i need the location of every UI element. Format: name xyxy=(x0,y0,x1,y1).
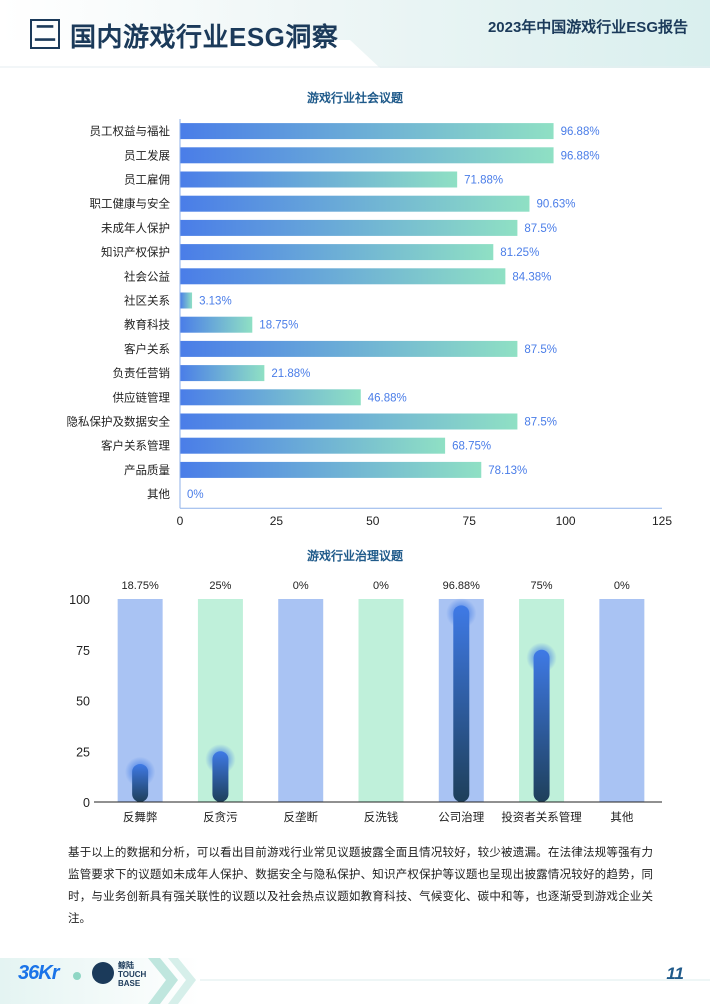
social-topics-chart-title: 游戏行业社会议题 xyxy=(306,91,403,105)
data-label: 84.38% xyxy=(512,271,551,283)
data-label: 87.5% xyxy=(524,417,557,429)
section-number-box: 二 xyxy=(30,19,60,49)
touchbase-logo-icon xyxy=(92,962,114,984)
category-label: 产品质量 xyxy=(124,463,170,477)
logo-separator-dot xyxy=(73,972,81,980)
data-label: 25% xyxy=(209,580,231,592)
y-tick-label: 0 xyxy=(83,796,90,810)
category-label: 客户关系管理 xyxy=(101,439,170,453)
data-label: 0% xyxy=(293,580,309,592)
bar xyxy=(180,461,482,478)
y-tick-label: 100 xyxy=(69,593,90,607)
36kr-logo: 36Kr xyxy=(18,962,59,984)
category-label: 公司治理 xyxy=(438,810,484,824)
touchbase-logo-line2: TOUCH xyxy=(118,970,147,979)
category-label: 知识产权保护 xyxy=(101,245,170,259)
background-column xyxy=(599,599,645,802)
bar xyxy=(180,195,530,212)
bar xyxy=(180,292,193,309)
category-label: 其他 xyxy=(610,811,633,824)
background-column xyxy=(358,599,404,802)
x-tick-label: 100 xyxy=(556,514,576,528)
category-label: 隐私保护及数据安全 xyxy=(67,415,171,429)
category-label: 反垄断 xyxy=(283,810,318,824)
data-label: 0% xyxy=(187,489,204,501)
bar xyxy=(533,649,550,802)
bar xyxy=(180,365,265,382)
bar xyxy=(180,413,518,430)
background-column xyxy=(278,599,324,802)
category-label: 员工权益与福祉 xyxy=(90,124,171,138)
bar xyxy=(180,244,494,261)
y-tick-label: 50 xyxy=(76,695,90,709)
y-tick-label: 25 xyxy=(76,745,90,759)
data-label: 18.75% xyxy=(259,320,298,332)
data-label: 46.88% xyxy=(368,392,407,404)
data-label: 0% xyxy=(614,580,630,592)
governance-topics-chart-title: 游戏行业治理议题 xyxy=(306,549,403,563)
bar xyxy=(180,219,518,236)
bar xyxy=(180,437,446,454)
category-label: 客户关系 xyxy=(124,342,170,356)
category-label: 员工雇佣 xyxy=(124,173,170,187)
bar xyxy=(180,268,506,285)
data-label: 18.75% xyxy=(121,580,159,592)
data-label: 90.63% xyxy=(536,199,575,211)
category-label: 社区关系 xyxy=(124,294,170,308)
bar xyxy=(180,171,458,188)
data-label: 96.88% xyxy=(561,150,600,162)
touchbase-logo-line1: 鲸陆 xyxy=(118,961,134,970)
data-label: 75% xyxy=(531,580,553,592)
x-tick-label: 50 xyxy=(366,514,380,528)
category-label: 社会公益 xyxy=(124,269,170,283)
governance-topics-bar-chart: 100 75 50 25 0 18.75% 反舞弊 25% 反贪污 0% 反垄断 0% 反洗钱 96.88… xyxy=(69,580,662,824)
category-label: 投资者关系管理 xyxy=(501,810,582,824)
page-number: 11 xyxy=(666,964,684,983)
data-label: 78.13% xyxy=(488,465,527,477)
bar xyxy=(453,605,470,802)
category-label: 供应链管理 xyxy=(113,390,171,404)
data-label: 81.25% xyxy=(500,247,539,259)
report-title: 2023年中国游戏行业ESG报告 xyxy=(487,19,688,36)
category-label: 其他 xyxy=(147,488,170,501)
category-label: 员工发展 xyxy=(124,148,170,162)
x-tick-label: 0 xyxy=(177,514,184,528)
data-label: 87.5% xyxy=(524,223,557,235)
y-tick-label: 75 xyxy=(76,644,90,658)
data-label: 96.88% xyxy=(561,126,600,138)
data-label: 0% xyxy=(373,580,389,592)
bar xyxy=(212,751,229,802)
data-label: 21.88% xyxy=(271,368,310,380)
touchbase-logo-line3: BASE xyxy=(118,979,141,988)
bar xyxy=(180,389,361,406)
category-label: 反贪污 xyxy=(203,810,238,824)
bar xyxy=(180,316,253,333)
bar xyxy=(180,123,554,140)
bar xyxy=(132,763,149,802)
page-header: 二 国内游戏行业ESG洞察 2023年中国游戏行业ESG报告 xyxy=(0,0,710,68)
x-tick-label: 75 xyxy=(463,514,477,528)
touchbase-logo-text: 鲸陆 TOUCH BASE xyxy=(118,961,146,988)
bar xyxy=(180,147,554,164)
data-label: 87.5% xyxy=(524,344,557,356)
x-tick-label: 25 xyxy=(270,514,284,528)
category-label: 教育科技 xyxy=(124,318,170,332)
data-label: 96.88% xyxy=(443,580,481,592)
data-label: 68.75% xyxy=(452,441,491,453)
data-label: 3.13% xyxy=(199,296,232,308)
social-topics-bar-chart: 员工权益与福祉 96.88% 员工发展 96.88% 员工雇佣 71.88% 职工健康与安全… xyxy=(67,119,672,528)
x-tick-label: 125 xyxy=(652,514,672,528)
category-label: 反舞弊 xyxy=(123,811,158,824)
category-label: 负责任营销 xyxy=(113,366,171,380)
category-label: 未成年人保护 xyxy=(101,221,170,235)
header-background xyxy=(0,0,710,68)
category-label: 职工健康与安全 xyxy=(90,197,171,211)
section-title: 国内游戏行业ESG洞察 xyxy=(70,22,339,52)
data-label: 71.88% xyxy=(464,175,503,187)
category-label: 反洗钱 xyxy=(364,810,399,824)
bar xyxy=(180,340,518,357)
analysis-paragraph: 基于以上的数据和分析，可以看出目前游戏行业常见议题披露全面且情况较好，较少被遗漏… xyxy=(68,847,653,925)
